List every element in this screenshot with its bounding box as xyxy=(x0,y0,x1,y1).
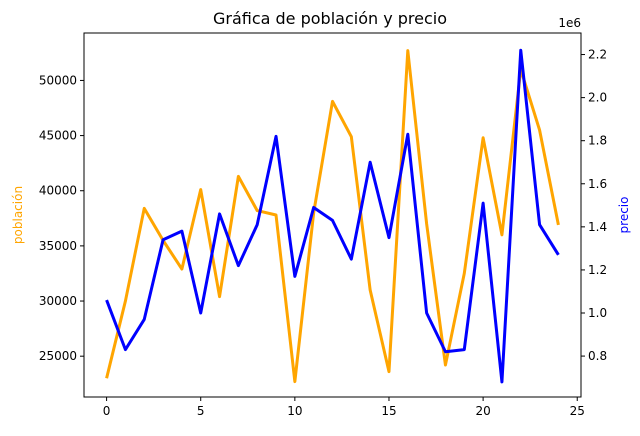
right-y-axis-label: precio xyxy=(617,197,631,234)
right-axis-offset-text: 1e6 xyxy=(558,16,581,30)
left-y-tick-label: 50000 xyxy=(39,73,77,87)
precio-series-line xyxy=(105,48,560,384)
right-y-tick-label: 1.2 xyxy=(588,263,607,277)
right-y-tick-label: 1.0 xyxy=(588,306,607,320)
left-y-tick-label: 40000 xyxy=(39,184,77,198)
right-y-tick-label: 1.8 xyxy=(588,134,607,148)
x-tick-label: 20 xyxy=(475,404,490,418)
left-y-tick-label: 25000 xyxy=(39,349,77,363)
chart-title: Gráfica de población y precio xyxy=(213,9,447,28)
right-y-tick-label: 1.4 xyxy=(588,220,607,234)
left-y-tick-label: 35000 xyxy=(39,239,77,253)
left-y-tick-label: 45000 xyxy=(39,129,77,143)
plot-frame xyxy=(83,32,582,398)
right-y-tick-label: 0.8 xyxy=(588,349,607,363)
plot-area xyxy=(105,48,560,384)
left-y-tick-label: 30000 xyxy=(39,294,77,308)
right-y-tick-label: 2.0 xyxy=(588,91,607,105)
right-y-tick-label: 2.2 xyxy=(588,48,607,62)
left-y-axis-label: población xyxy=(11,186,25,244)
x-tick-label: 10 xyxy=(287,404,302,418)
x-tick-label: 5 xyxy=(197,404,205,418)
x-tick-label: 25 xyxy=(570,404,585,418)
x-tick-label: 0 xyxy=(103,404,111,418)
poblacion-series-line xyxy=(105,49,560,384)
right-y-tick-label: 1.6 xyxy=(588,177,607,191)
x-tick-label: 15 xyxy=(381,404,396,418)
axes: 0 5 10 15 20 25 25000 30000 35000 40000 45000 50000… xyxy=(11,16,631,418)
